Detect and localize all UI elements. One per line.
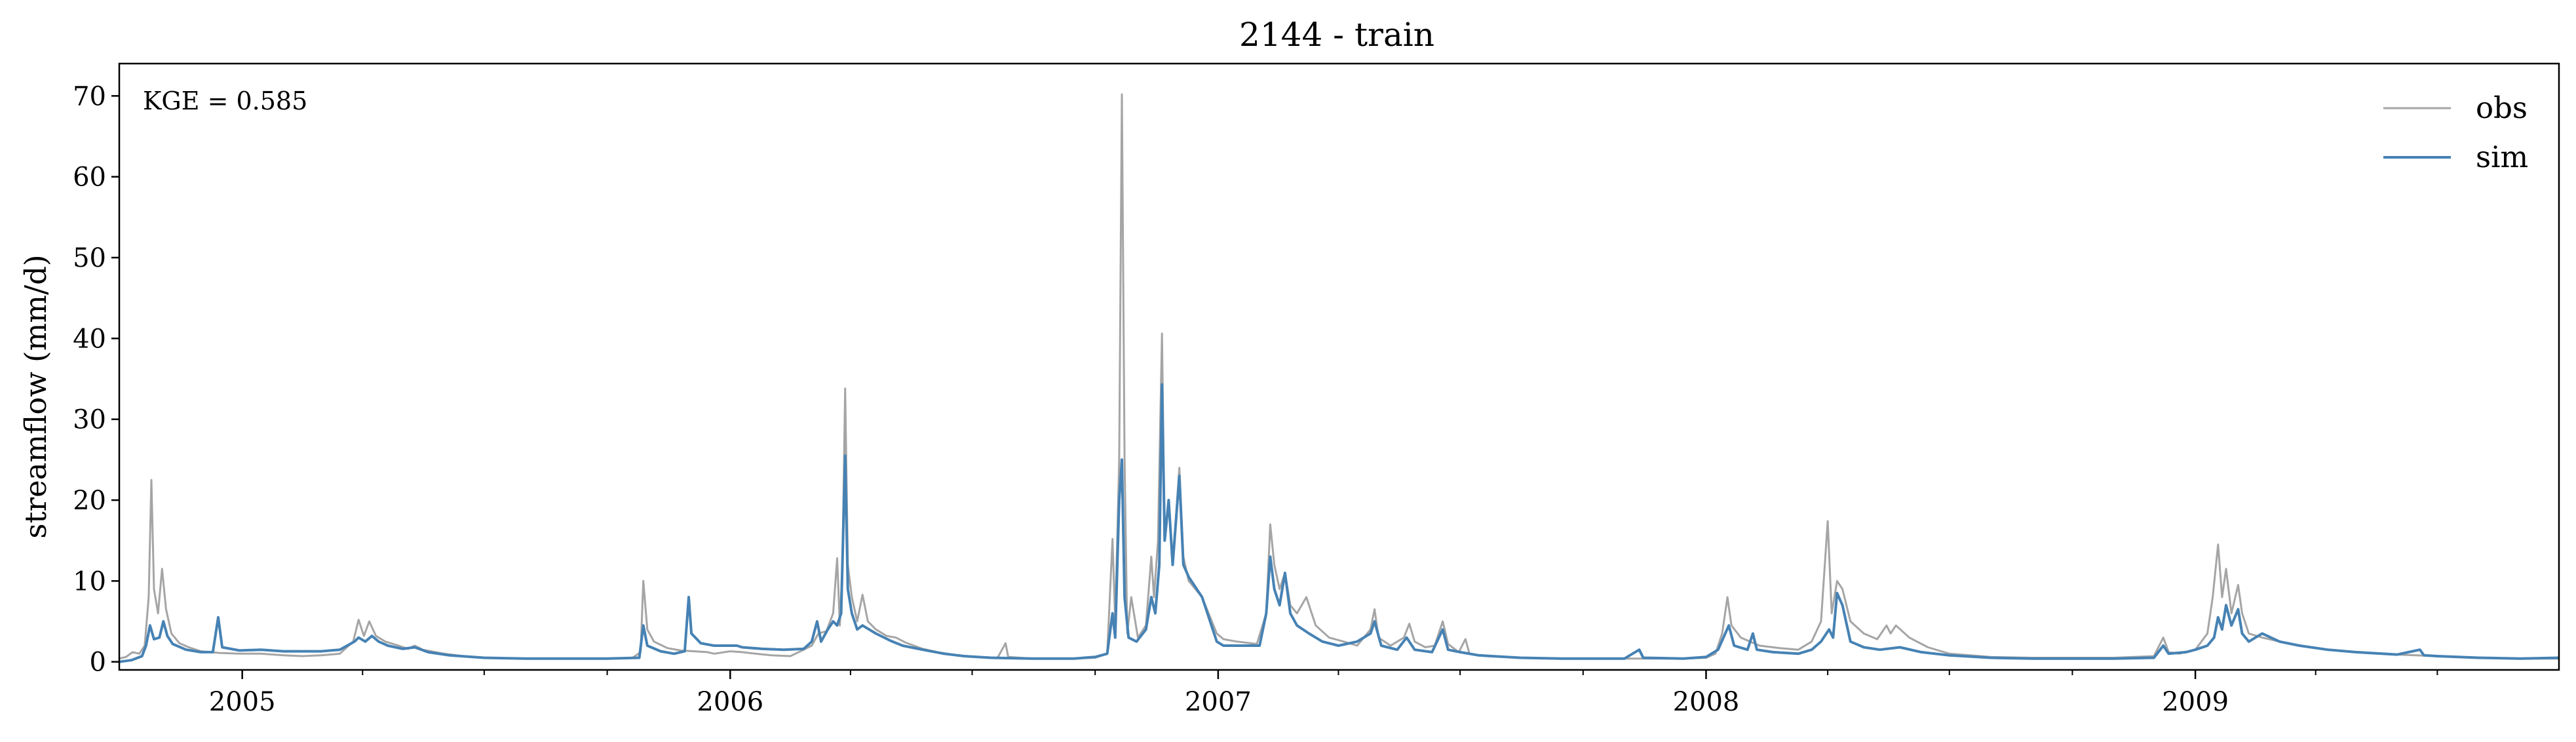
series-line-obs [119,93,2559,660]
y-tick-label: 70 [73,81,106,111]
plot-area: 0 10 20 30 40 50 60 70 2005 2006 2007 2008 2009 [73,62,2560,717]
y-axis-label: streamflow (mm/d) [18,254,53,538]
x-tick-label: 2006 [697,687,763,717]
y-tick-label: 40 [73,324,106,354]
legend-label-sim: sim [2476,140,2528,174]
plot-frame [118,62,2560,671]
y-tick-label: 60 [73,163,106,193]
y-tick-label: 30 [73,405,106,435]
legend: obs sim [2383,90,2528,174]
x-tick-label: 2007 [1185,687,1252,717]
x-tick-label: 2009 [2162,687,2229,717]
y-tick-label: 20 [73,486,106,516]
series-line-sim [119,383,2560,663]
x-tick-label: 2008 [1673,687,1740,717]
x-tick-label: 2005 [209,687,276,717]
chart-title: 2144 - train [1239,16,1434,54]
y-tick-label: 50 [73,243,106,273]
y-tick-label: 10 [73,566,106,596]
y-tick-label: 0 [90,648,106,678]
kge-annotation: KGE = 0.585 [143,87,307,115]
legend-label-obs: obs [2476,90,2528,125]
